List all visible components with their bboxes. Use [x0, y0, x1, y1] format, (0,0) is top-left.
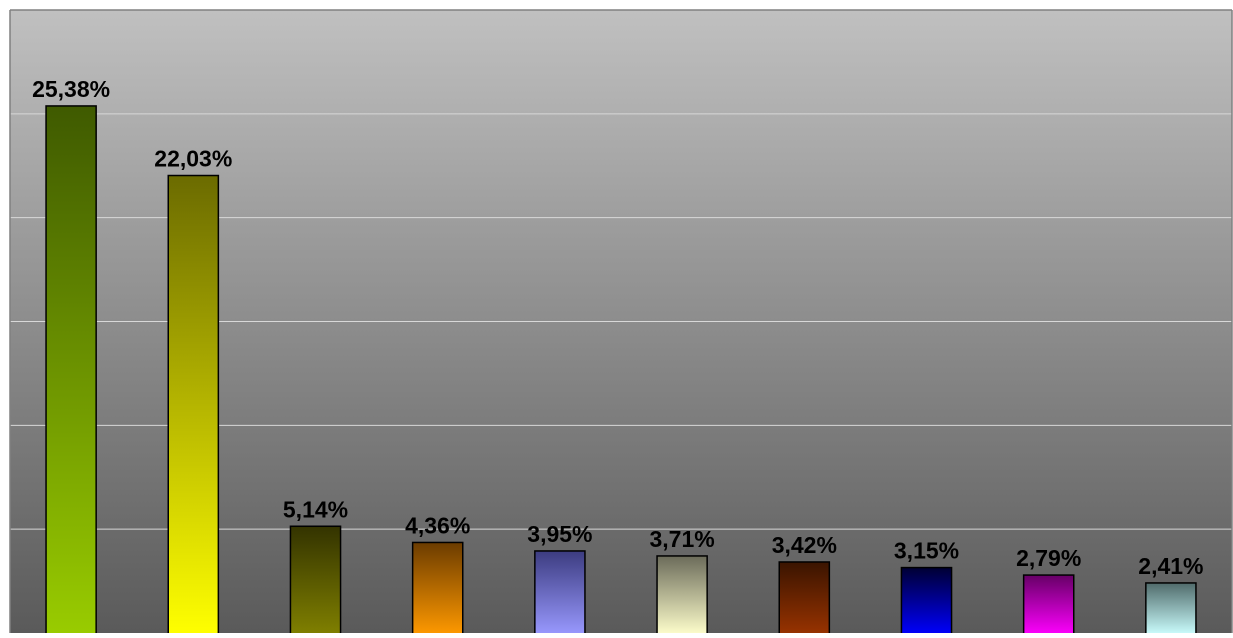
bar-4 — [411, 541, 464, 636]
data-label-2: 22,03% — [154, 146, 232, 172]
data-label-5: 3,95% — [527, 521, 592, 547]
data-label-1: 25,38% — [32, 76, 110, 102]
data-label-7: 3,42% — [772, 532, 837, 558]
bar-1 — [45, 105, 97, 636]
data-label-4: 4,36% — [405, 512, 470, 538]
data-label-10: 2,41% — [1138, 553, 1203, 579]
data-label-9: 2,79% — [1016, 545, 1081, 571]
data-label-3: 5,14% — [283, 496, 348, 522]
bar-8 — [900, 566, 953, 636]
bar-6 — [656, 555, 708, 636]
bar-5 — [534, 550, 586, 636]
data-labels: 25,38% 22,03% 5,14% 4,36% 3,95% 3,71% 3,42% 3,1… — [32, 76, 1203, 579]
data-label-8: 3,15% — [894, 538, 959, 564]
bar-3 — [289, 525, 342, 636]
bar-10 — [1145, 582, 1197, 636]
bar-9 — [1022, 574, 1075, 636]
bars — [45, 105, 1197, 636]
bar-7 — [778, 561, 831, 636]
data-label-6: 3,71% — [649, 526, 714, 552]
bar-2 — [167, 174, 220, 636]
